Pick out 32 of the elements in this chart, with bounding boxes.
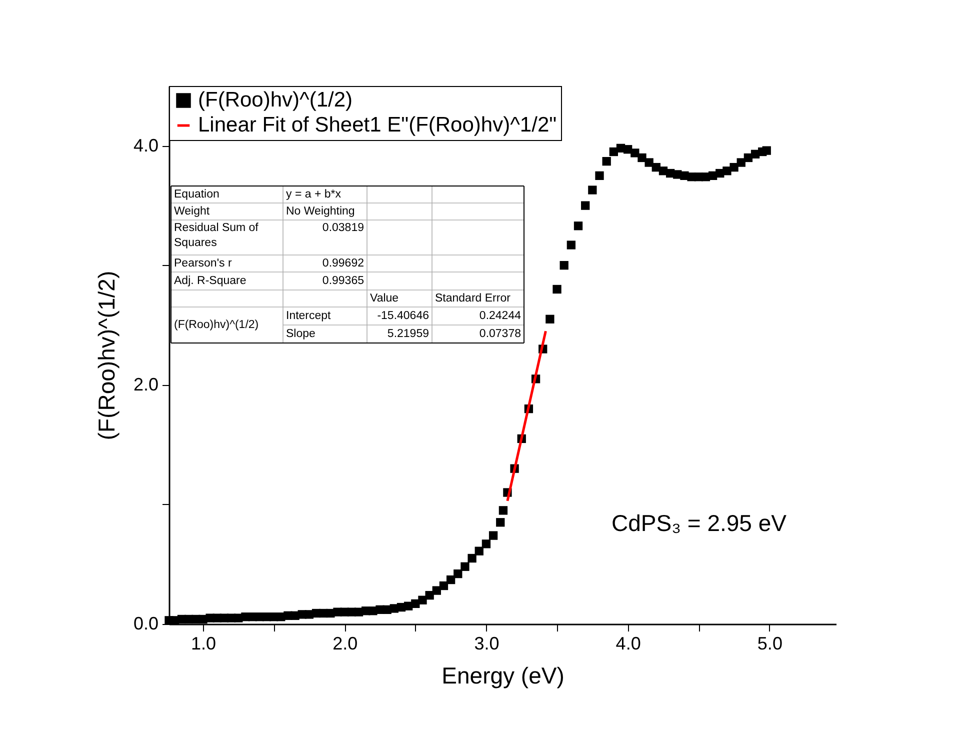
annotation: 0.07378 — [479, 328, 521, 340]
y-tick-label: 2.0 — [133, 374, 158, 394]
annotation: No Weighting — [286, 206, 355, 218]
annotation: Equation — [174, 188, 220, 200]
annotation: Weight — [174, 206, 210, 218]
x-tick-label: 5.0 — [757, 634, 782, 654]
legend-label: Linear Fit of Sheet1 E"(F(Roo)hv)^1/2" — [198, 114, 557, 136]
x-tick-label: 4.0 — [616, 634, 641, 654]
annotation: 5.21959 — [387, 328, 429, 340]
annotation: Intercept — [286, 310, 332, 322]
annotation: (F(Roo)hv)^(1/2) — [174, 319, 259, 331]
annotation: 0.03819 — [322, 222, 364, 234]
y-tick-label: 4.0 — [133, 135, 158, 156]
annotation: Adj. R-Square — [174, 275, 246, 287]
x-axis-title: Energy (eV) — [442, 662, 564, 688]
annotation: 0.99692 — [322, 258, 364, 270]
annotation: Value — [370, 292, 399, 304]
annotation: 0.24244 — [479, 310, 522, 322]
annotation: Pearson's r — [174, 258, 232, 270]
annotation: CdPS₃ = 2.95 eV — [612, 510, 788, 536]
legend-label: (F(Roo)hv)^(1/2) — [198, 88, 353, 112]
x-tick-label: 2.0 — [332, 634, 358, 654]
y-tick-label: 0.0 — [133, 614, 158, 634]
annotation: -15.40646 — [377, 310, 429, 322]
y-axis-title: (F(Roo)hv)^(1/2) — [93, 270, 120, 440]
annotation: 0.99365 — [322, 275, 364, 287]
x-tick-label: 1.0 — [190, 634, 216, 654]
annotation: Residual Sum of Squares — [174, 222, 260, 249]
annotation: Standard Error — [435, 292, 511, 304]
annotation: y = a + b*x — [286, 188, 342, 200]
annotation: Slope — [286, 328, 316, 340]
x-tick-label: 3.0 — [474, 634, 500, 654]
